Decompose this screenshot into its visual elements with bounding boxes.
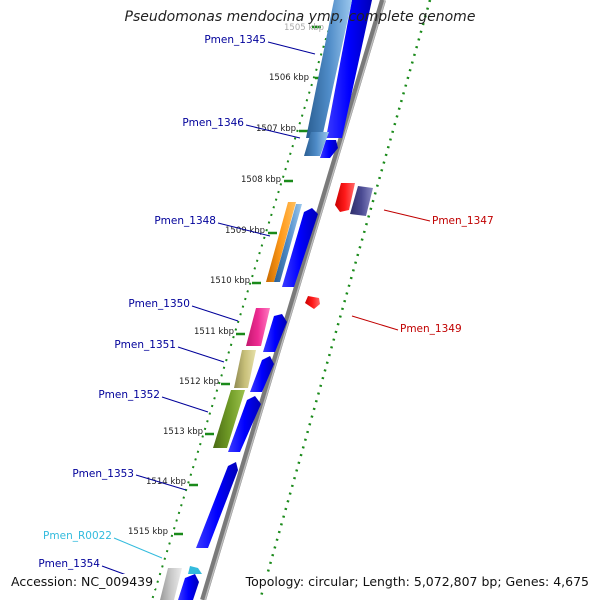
gene-pmen-1346-product bbox=[304, 132, 329, 156]
gene-label-pmen-1346[interactable]: Pmen_1346 bbox=[182, 117, 244, 129]
kbp-label: 1506 kbp bbox=[269, 73, 309, 83]
kbp-tick-1513: 1513 kbp bbox=[163, 427, 214, 437]
gene-pmen-1345-cds bbox=[326, 0, 372, 138]
gene-labels: Pmen_1345 Pmen_1346 Pmen_1347 Pmen_1348 … bbox=[38, 34, 493, 570]
leader-pmen-1349 bbox=[351, 315, 399, 331]
leader-pmen-1347 bbox=[383, 209, 431, 222]
gene-pmen-1350-cds bbox=[263, 314, 287, 352]
inner-dotted-track bbox=[151, 0, 339, 600]
kbp-tick-1511: 1511 kbp bbox=[194, 327, 245, 337]
reverse-genes bbox=[305, 183, 373, 309]
kbp-label: 1511 kbp bbox=[194, 327, 234, 337]
leader-pmen-1348 bbox=[217, 222, 271, 237]
leader-lines bbox=[101, 41, 431, 581]
gene-pmen-1353-cds bbox=[196, 462, 238, 548]
leader-pmen-1353 bbox=[135, 474, 187, 491]
gene-pmen-1354-cds bbox=[178, 574, 199, 600]
gene-pmen-1345-product bbox=[306, 0, 352, 138]
gene-label-pmen-1350[interactable]: Pmen_1350 bbox=[128, 298, 190, 310]
leader-pmen-1351 bbox=[177, 346, 225, 363]
gene-pmen-1352-cds bbox=[228, 396, 261, 452]
leader-pmen-1350 bbox=[191, 305, 239, 322]
gene-label-pmen-1348[interactable]: Pmen_1348 bbox=[154, 215, 216, 227]
gene-label-pmen-1349[interactable]: Pmen_1349 bbox=[400, 323, 462, 335]
leader-pmen-1346 bbox=[245, 124, 301, 139]
genome-title: Pseudomonas mendocina ymp, complete geno… bbox=[124, 9, 476, 25]
kbp-tick-1505: 1505 kbp bbox=[284, 23, 324, 33]
kbp-label: 1509 kbp bbox=[225, 226, 265, 236]
kbp-label: 1507 kbp bbox=[256, 124, 296, 134]
kbp-tick-1507: 1507 kbp bbox=[256, 124, 308, 134]
gene-label-pmen-1347[interactable]: Pmen_1347 bbox=[432, 215, 494, 227]
gene-pmen-1348-orange bbox=[266, 202, 296, 282]
kbp-tick-1509: 1509 kbp bbox=[225, 226, 277, 236]
kbp-label: 1508 kbp bbox=[241, 175, 281, 185]
gene-pmen-1354-product bbox=[160, 568, 182, 600]
kbp-label: 1513 kbp bbox=[163, 427, 203, 437]
kbp-ruler: 1505 kbp 1506 kbp 1507 kbp 1508 kbp 1509… bbox=[128, 23, 324, 537]
topology-text: Topology: circular; Length: 5,072,807 bp… bbox=[243, 574, 591, 589]
kbp-label: 1505 kbp bbox=[284, 23, 324, 33]
kbp-tick-1514: 1514 kbp bbox=[146, 477, 198, 487]
accession-text: Accession: NC_009439 bbox=[9, 574, 156, 589]
gene-pmen-1348-cds bbox=[282, 208, 318, 287]
leader-pmen-1352 bbox=[161, 396, 209, 413]
gene-pmen-1347-cds bbox=[335, 183, 355, 212]
gene-pmen-1346-cds bbox=[320, 140, 338, 158]
leader-pmen-1345 bbox=[267, 41, 316, 55]
gene-label-pmen-1351[interactable]: Pmen_1351 bbox=[114, 339, 176, 351]
gene-label-pmen-1352[interactable]: Pmen_1352 bbox=[98, 389, 160, 401]
forward-genes bbox=[160, 0, 372, 600]
gene-label-pmen-r0022[interactable]: Pmen_R0022 bbox=[43, 530, 112, 542]
kbp-label: 1512 kbp bbox=[179, 377, 219, 387]
gene-label-pmen-1345[interactable]: Pmen_1345 bbox=[204, 34, 266, 46]
gene-pmen-1349-cds bbox=[305, 296, 320, 309]
kbp-tick-1508: 1508 kbp bbox=[241, 175, 293, 185]
gene-pmen-1351-product bbox=[234, 350, 256, 388]
kbp-label: 1514 kbp bbox=[146, 477, 186, 487]
genome-backbone bbox=[200, 0, 386, 600]
gene-pmen-1347-product bbox=[350, 186, 373, 216]
gene-pmen-1352-product bbox=[213, 390, 245, 448]
gene-pmen-1348-steel bbox=[274, 204, 302, 282]
kbp-tick-1512: 1512 kbp bbox=[179, 377, 230, 387]
kbp-tick-1506: 1506 kbp bbox=[269, 73, 324, 83]
gene-label-pmen-1354[interactable]: Pmen_1354 bbox=[38, 558, 100, 570]
kbp-tick-1510: 1510 kbp bbox=[210, 276, 261, 286]
leader-pmen-r0022 bbox=[113, 537, 163, 559]
gene-pmen-1351-cds bbox=[250, 356, 274, 392]
kbp-label: 1510 kbp bbox=[210, 276, 250, 286]
gene-label-pmen-1353[interactable]: Pmen_1353 bbox=[72, 468, 134, 480]
kbp-label: 1515 kbp bbox=[128, 527, 168, 537]
gene-pmen-r0022-trna bbox=[188, 566, 202, 574]
gene-pmen-1350-product bbox=[246, 308, 270, 346]
kbp-tick-1515: 1515 kbp bbox=[128, 527, 183, 537]
